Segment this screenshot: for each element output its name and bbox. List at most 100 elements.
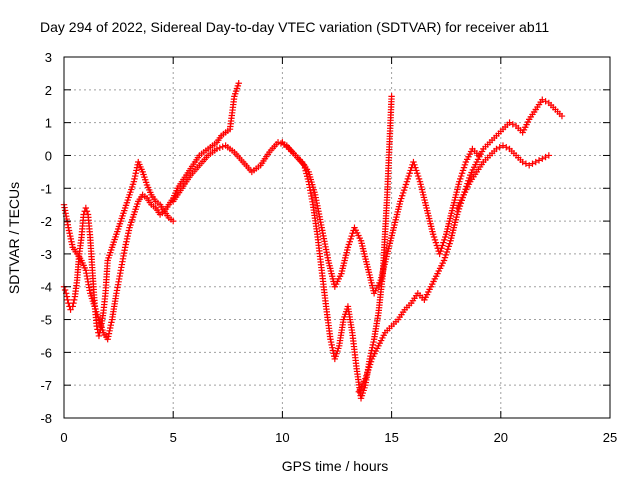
data-point-interp: [366, 361, 374, 368]
data-point-interp: [70, 296, 78, 304]
y-tick-label: -2: [40, 214, 52, 229]
data-point: [436, 250, 443, 258]
chart-title: Day 294 of 2022, Sidereal Day-to-day VTE…: [40, 19, 549, 35]
y-tick-label: -5: [40, 313, 52, 328]
data-point-interp: [442, 233, 449, 241]
data-point-interp: [445, 243, 452, 250]
y-tick-label: -8: [40, 411, 52, 426]
x-axis-label: GPS time / hours: [282, 458, 389, 474]
data-point-interp: [522, 160, 530, 167]
data-point: [388, 93, 395, 100]
y-tick-label: -6: [40, 345, 52, 360]
data-point: [429, 231, 437, 238]
data-point: [104, 336, 111, 343]
y-tick-label: -7: [40, 378, 52, 393]
data-point-interp: [503, 144, 510, 151]
data-point: [82, 204, 90, 212]
y-tick-label: -1: [40, 181, 52, 196]
data-point-interp: [370, 338, 377, 346]
data-point: [130, 178, 138, 185]
data-point-interp: [457, 175, 464, 183]
data-point-interp: [401, 184, 409, 191]
data-point-interp: [108, 319, 115, 326]
data-point-interp: [457, 172, 465, 180]
data-point-interp: [414, 172, 422, 180]
x-tick-label: 25: [603, 430, 617, 445]
data-point-interp: [66, 230, 73, 237]
data-point-interp: [133, 167, 140, 174]
data-point: [344, 244, 352, 251]
data-point: [403, 178, 411, 185]
data-point-interp: [400, 186, 408, 194]
axis-ticks: [63, 56, 611, 419]
data-point: [170, 217, 177, 225]
data-point-interp: [413, 167, 420, 174]
y-tick-label: -4: [40, 280, 52, 295]
data-point: [95, 332, 103, 340]
data-point-interp: [364, 369, 371, 377]
data-point-interp: [96, 329, 103, 336]
data-point-interp: [542, 98, 549, 105]
data-point: [539, 155, 546, 162]
data-point-interp: [97, 326, 104, 333]
data-point-interp: [61, 286, 69, 294]
data-point-interp: [348, 232, 355, 240]
data-point: [506, 119, 513, 126]
data-point-interp: [367, 358, 375, 365]
data-point: [525, 162, 533, 169]
data-point-interp: [369, 341, 377, 349]
data-point-interp: [399, 192, 406, 199]
y-tick-label: -3: [40, 247, 52, 262]
data-point-interp: [65, 227, 73, 234]
data-point-interp: [67, 232, 74, 240]
data-point-interp: [441, 236, 448, 244]
data-point-interp: [461, 161, 469, 169]
data-point-interp: [345, 241, 353, 248]
y-tick-label: 3: [45, 50, 52, 65]
data-point: [493, 145, 500, 153]
data-point-interp: [496, 144, 503, 151]
data-point: [499, 142, 507, 149]
data-point-interp: [529, 160, 536, 167]
data-point-interp: [122, 241, 129, 248]
x-tick-label: 20: [494, 430, 508, 445]
data-point: [235, 80, 242, 87]
data-point-interp: [329, 344, 336, 351]
data-point-interp: [411, 161, 418, 169]
data-point-interp: [347, 235, 354, 243]
y-tick-label: 1: [45, 116, 52, 131]
data-point-interp: [431, 236, 439, 244]
y-tick-label: 2: [45, 83, 52, 98]
data-point: [397, 198, 404, 205]
data-point-interp: [67, 235, 75, 243]
data-point: [327, 336, 334, 343]
data-point-interp: [454, 208, 462, 215]
data-point-interp: [123, 238, 130, 245]
data-point: [453, 211, 461, 218]
data-point-interp: [125, 227, 133, 234]
data-point-interp: [365, 366, 372, 374]
data-point-interp: [413, 170, 421, 177]
x-tick-label: 10: [275, 430, 289, 445]
data-point: [65, 224, 72, 231]
data-point-interp: [70, 299, 77, 307]
data-point-interp: [83, 208, 91, 215]
data-point-interp: [106, 324, 114, 332]
data-point: [67, 306, 74, 313]
x-tick-label: 0: [60, 430, 67, 445]
data-point-interp: [432, 239, 440, 246]
data-point-interp: [430, 233, 438, 241]
data-point-interp: [68, 238, 75, 245]
data-point-interp: [406, 170, 413, 177]
data-point-interp: [64, 296, 71, 304]
data-point-interp: [458, 170, 466, 177]
data-point-interp: [68, 241, 76, 248]
data-point: [69, 303, 76, 310]
data-point: [545, 152, 553, 159]
data-point-interp: [363, 372, 370, 380]
data-point: [121, 244, 129, 251]
data-point-interp: [398, 195, 405, 202]
data-point-interp: [125, 230, 132, 237]
data-point-interp: [132, 170, 139, 177]
